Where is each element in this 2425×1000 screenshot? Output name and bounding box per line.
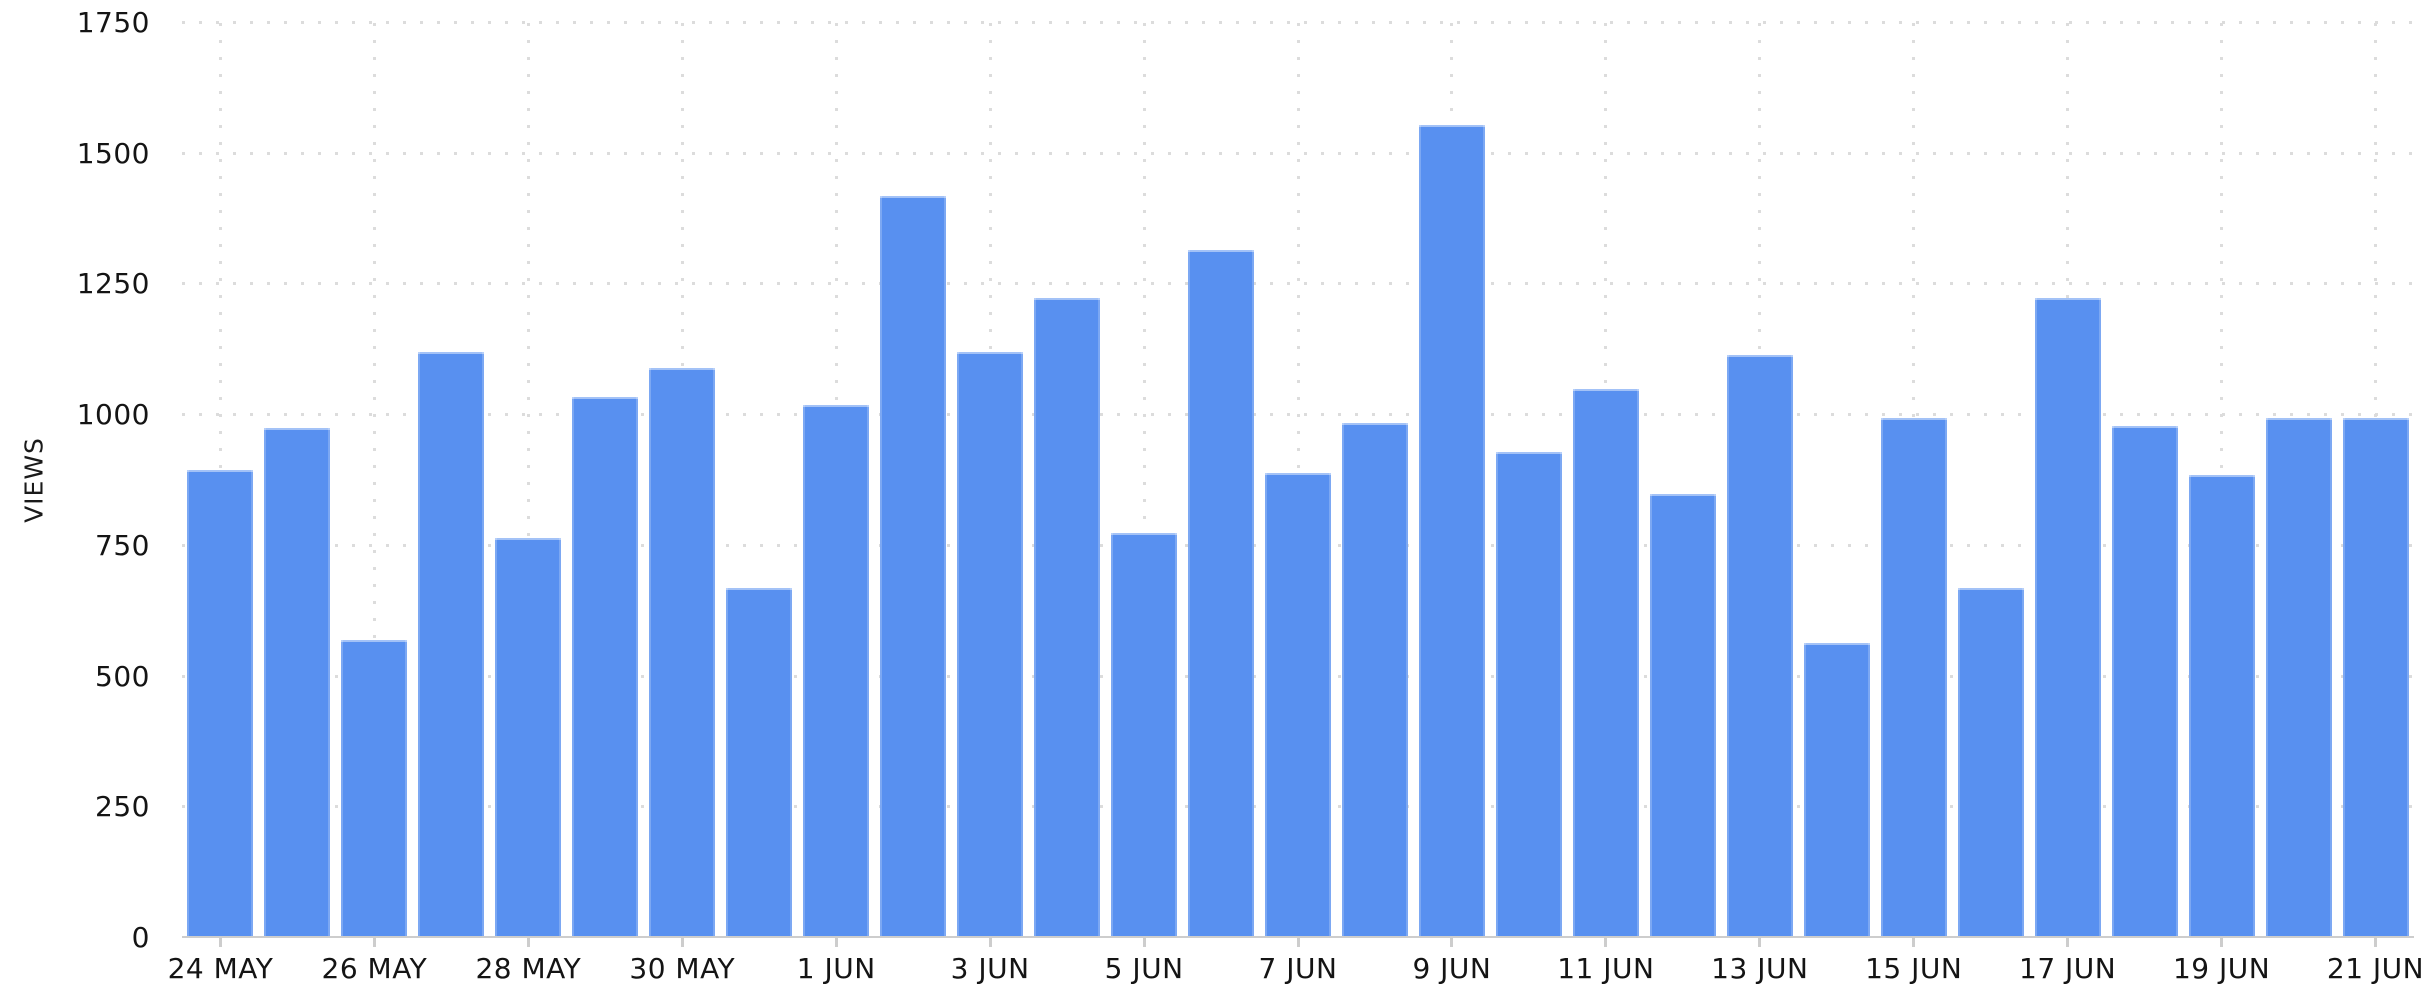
x-tick-label-17-jun: 17 JUN [2019, 952, 2117, 985]
bar-5-jun[interactable] [1111, 532, 1178, 938]
bar-16-jun[interactable] [1957, 587, 2024, 938]
bar-14-jun[interactable] [1803, 642, 1870, 938]
x-tick-mark-9-jun [1450, 938, 1454, 947]
bar-21-jun[interactable] [2342, 417, 2409, 938]
bar-26-may[interactable] [341, 639, 408, 938]
x-tick-label-13-jun: 13 JUN [1711, 952, 1809, 985]
x-tick-mark-13-jun [1758, 938, 1762, 947]
x-tick-mark-21-jun [2374, 938, 2378, 947]
bar-10-jun[interactable] [1495, 451, 1562, 938]
x-tick-mark-19-jun [2220, 938, 2224, 947]
y-tick-label-750: 750 [95, 528, 150, 562]
x-tick-mark-3-jun [988, 938, 992, 947]
bar-4-jun[interactable] [1034, 297, 1101, 938]
x-tick-label-21-jun: 21 JUN [2326, 952, 2425, 985]
x-tick-label-26-may: 26 MAY [321, 952, 428, 985]
bar-9-jun[interactable] [1418, 124, 1485, 938]
x-tick-mark-1-jun [834, 938, 838, 947]
x-axis-line [182, 936, 2414, 938]
x-tick-label-28-may: 28 MAY [475, 952, 582, 985]
y-tick-label-250: 250 [95, 790, 150, 824]
x-tick-label-1-jun: 1 JUN [796, 952, 876, 985]
x-tick-mark-11-jun [1604, 938, 1608, 947]
bar-20-jun[interactable] [2265, 417, 2332, 938]
x-tick-label-24-may: 24 MAY [167, 952, 274, 985]
x-tick-mark-15-jun [1912, 938, 1916, 947]
bar-3-jun[interactable] [957, 352, 1024, 938]
y-tick-label-0: 0 [131, 921, 150, 954]
x-tick-label-19-jun: 19 JUN [2172, 952, 2271, 985]
bar-11-jun[interactable] [1572, 389, 1639, 938]
x-tick-label-15-jun: 15 JUN [1865, 952, 1963, 985]
x-tick-mark-28-may [526, 938, 530, 947]
x-tick-mark-26-may [372, 938, 376, 947]
bar-18-jun[interactable] [2111, 425, 2178, 938]
x-tick-label-11-jun: 11 JUN [1557, 952, 1655, 985]
x-tick-label-9-jun: 9 JUN [1412, 952, 1492, 985]
gridline-v-28-may [526, 23, 530, 938]
bar-27-may[interactable] [418, 352, 485, 938]
bar-15-jun[interactable] [1880, 417, 1947, 938]
bar-12-jun[interactable] [1649, 493, 1716, 938]
x-tick-mark-5-jun [1142, 938, 1146, 947]
bar-2-jun[interactable] [880, 195, 947, 938]
bar-13-jun[interactable] [1726, 355, 1793, 938]
x-tick-label-30-may: 30 MAY [629, 952, 736, 985]
y-axis-title: VIEWS [19, 437, 49, 523]
x-tick-label-3-jun: 3 JUN [950, 952, 1030, 985]
bar-29-may[interactable] [572, 396, 639, 938]
plot-area [182, 21, 2414, 938]
y-tick-label-500: 500 [95, 659, 150, 693]
gridline-h-1750 [182, 21, 2414, 24]
bar-24-may[interactable] [187, 470, 254, 938]
x-tick-mark-17-jun [2066, 938, 2070, 947]
y-tick-label-1750: 1750 [76, 6, 150, 39]
x-tick-label-7-jun: 7 JUN [1258, 952, 1338, 985]
bar-19-jun[interactable] [2188, 475, 2255, 938]
bar-6-jun[interactable] [1188, 250, 1255, 938]
x-tick-mark-24-may [218, 938, 222, 947]
x-tick-mark-30-may [680, 938, 684, 947]
bar-30-may[interactable] [649, 368, 716, 938]
gridline-v-5-jun [1142, 23, 1146, 938]
bar-8-jun[interactable] [1341, 423, 1408, 938]
gridline-v-26-may [372, 23, 376, 938]
bar-7-jun[interactable] [1265, 472, 1331, 938]
y-tick-label-1250: 1250 [76, 267, 150, 301]
bar-25-may[interactable] [264, 428, 331, 938]
bar-28-may[interactable] [495, 538, 562, 938]
x-tick-mark-7-jun [1296, 938, 1300, 947]
bar-31-may[interactable] [726, 587, 793, 938]
x-tick-label-5-jun: 5 JUN [1104, 952, 1184, 985]
y-tick-label-1500: 1500 [76, 136, 150, 170]
y-tick-label-1000: 1000 [76, 398, 150, 432]
bar-1-jun[interactable] [803, 404, 870, 938]
bar-17-jun[interactable] [2034, 297, 2101, 938]
